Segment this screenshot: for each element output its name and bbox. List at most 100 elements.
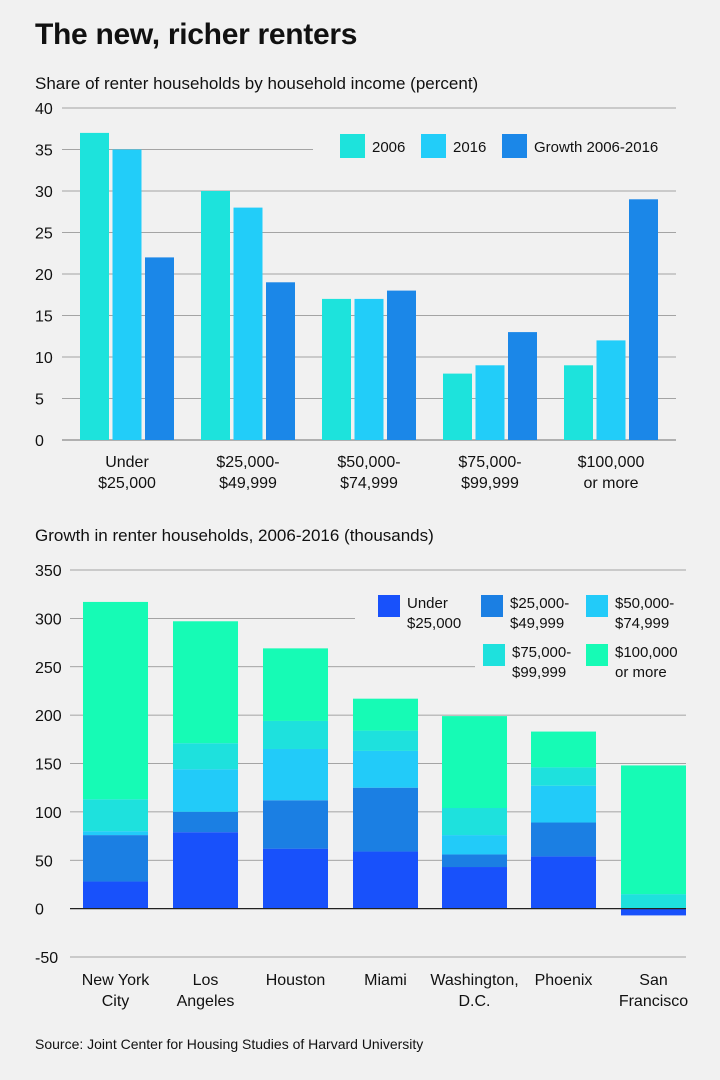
y-tick-label: 30 xyxy=(35,184,53,201)
legend-swatch xyxy=(483,644,505,666)
bar-segment xyxy=(263,800,328,849)
bar-segment xyxy=(353,750,418,788)
legend-label: 2006 xyxy=(372,139,405,156)
bar-segment xyxy=(83,835,148,882)
y-tick-label: 300 xyxy=(35,611,62,628)
y-tick-label: 250 xyxy=(35,660,62,677)
bar xyxy=(112,149,142,440)
legend-label: $50,000-$74,999 xyxy=(615,595,674,632)
category-label: Phoenix xyxy=(535,972,593,989)
bar xyxy=(322,298,351,440)
bar-segment xyxy=(442,808,507,836)
bar-segment xyxy=(621,908,686,916)
bar-segment xyxy=(442,716,507,809)
bar-segment xyxy=(173,832,238,909)
chart-title-income-share: Share of renter households by household … xyxy=(35,74,479,93)
bar xyxy=(443,373,472,440)
bar-segment xyxy=(263,720,328,749)
category-label: San Francisco xyxy=(619,972,688,1010)
bar-segment xyxy=(173,769,238,812)
category-label: $50,000-$74,999 xyxy=(337,454,400,492)
y-tick-label: 100 xyxy=(35,805,62,822)
income-share-chart: 0 5 10 15 20 25 30 35 40 Under $25,000 $25,000-$49,… xyxy=(35,101,676,492)
bar-segment xyxy=(442,867,507,909)
bar-segment xyxy=(353,698,418,731)
bar-segment xyxy=(263,848,328,909)
bar-segment xyxy=(173,811,238,833)
y-tick-label: 200 xyxy=(35,708,62,725)
bar xyxy=(354,298,384,440)
bar-segment xyxy=(442,835,507,855)
bar xyxy=(387,290,416,440)
legend-swatch xyxy=(378,595,400,617)
category-label: Miami xyxy=(364,972,407,989)
bar-segment xyxy=(83,831,148,836)
y-tick-label: 0 xyxy=(35,902,44,919)
legend-label: Under $25,000 xyxy=(407,595,461,632)
bar-segment xyxy=(442,854,507,868)
bar xyxy=(629,199,658,440)
bar-segment xyxy=(173,743,238,770)
legend-swatch xyxy=(586,595,608,617)
household-growth-chart: -50 0 50 100 150 200 250 300 350 New York City Los A… xyxy=(35,563,688,1010)
y-tick-label: 35 xyxy=(35,143,53,160)
category-label: New York City xyxy=(82,972,151,1010)
legend-label: $100,000 or more xyxy=(615,644,678,681)
category-label: $75,000-$99,999 xyxy=(458,454,521,492)
bar xyxy=(508,332,537,440)
bar-segment xyxy=(531,785,596,823)
y-tick-label: 5 xyxy=(35,392,44,409)
legend-label: Growth 2006-2016 xyxy=(534,139,658,156)
legend-label: $25,000-$49,999 xyxy=(510,595,569,632)
source-note: Source: Joint Center for Housing Studies… xyxy=(35,1036,424,1052)
bar xyxy=(266,282,295,440)
chart-title-household-growth: Growth in renter households, 2006-2016 (… xyxy=(35,526,434,545)
legend-swatch xyxy=(340,134,365,158)
y-tick-label: 350 xyxy=(35,563,62,580)
bar-segment xyxy=(83,601,148,800)
bar-segment xyxy=(263,648,328,721)
bar-segment xyxy=(531,822,596,857)
y-tick-label: -50 xyxy=(35,950,58,967)
bar-segment xyxy=(353,787,418,852)
y-tick-label: 20 xyxy=(35,267,53,284)
legend-swatch xyxy=(586,644,608,666)
legend-swatch xyxy=(481,595,503,617)
bar-segment xyxy=(531,731,596,768)
y-tick-label: 50 xyxy=(35,853,53,870)
category-label: Under $25,000 xyxy=(98,454,156,492)
bar xyxy=(201,191,230,440)
bar-segment xyxy=(263,748,328,801)
bar xyxy=(145,257,174,440)
category-label: Los Angeles xyxy=(177,972,235,1010)
bar xyxy=(233,207,263,440)
category-label: $25,000-$49,999 xyxy=(216,454,279,492)
bar-segment xyxy=(621,894,686,909)
bar xyxy=(475,365,505,440)
bar-segment xyxy=(531,856,596,909)
y-tick-label: 0 xyxy=(35,433,44,450)
bar-segment xyxy=(83,881,148,909)
bar xyxy=(564,365,593,440)
bar-segment xyxy=(621,765,686,895)
legend-swatch xyxy=(502,134,527,158)
bar-segment xyxy=(173,621,238,744)
bar-segment xyxy=(353,730,418,751)
y-tick-label: 25 xyxy=(35,226,53,243)
bar xyxy=(80,132,109,440)
category-label: Houston xyxy=(266,972,326,989)
y-tick-label: 10 xyxy=(35,350,53,367)
y-tick-label: 150 xyxy=(35,757,62,774)
legend-label: 2016 xyxy=(453,139,486,156)
bar-segment xyxy=(353,851,418,909)
y-tick-label: 15 xyxy=(35,309,53,326)
y-tick-label: 40 xyxy=(35,101,53,118)
legend-swatch xyxy=(421,134,446,158)
page-title: The new, richer renters xyxy=(35,18,358,51)
bar xyxy=(596,340,626,440)
category-label: Washington, D.C. xyxy=(430,972,518,1010)
bar-segment xyxy=(83,799,148,832)
category-label: $100,000 or more xyxy=(578,454,645,492)
legend-label: $75,000-$99,999 xyxy=(512,644,571,681)
bar-segment xyxy=(531,767,596,786)
